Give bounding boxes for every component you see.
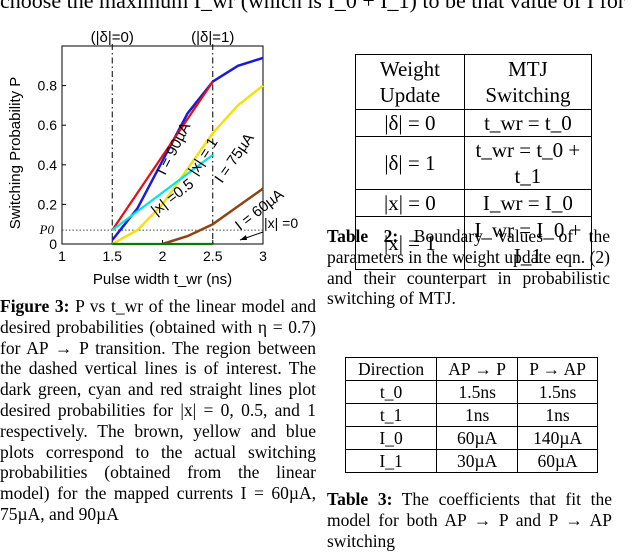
table-row: I_1 30µA 60µA [344,449,598,473]
table-cell: t_1 [344,403,438,427]
table-cell: |x| = 1 [355,216,465,270]
table-cell: I_1 [344,449,438,473]
table-cell: t_0 [344,380,438,404]
y-tick-label: 0 [49,236,57,252]
table-model-coefficients: Direction AP → P P → AP t_0 1.5ns 1.5ns … [344,357,598,473]
figure-caption-lead: Figure 3: [0,296,70,316]
p0-label: P0 [39,222,55,237]
label-i-75: I = 75µA [211,130,257,186]
y-tick-label: 0.4 [38,157,58,173]
y-tick-label: 0.6 [38,117,58,133]
table-cell: |δ| = 0 [355,109,465,137]
table-row: |δ| = 1 t_wr = t_0 + t_1 [355,136,593,190]
x-tick-label: 2.5 [203,248,223,264]
table3-header-ap-to-p: AP → P [436,357,519,381]
dashed-marker-label: (|δ|=1) [191,29,234,46]
table-cell: 1.5ns [436,380,519,404]
label-arrow-head [240,235,247,240]
table-row: t_0 1.5ns 1.5ns [344,380,598,404]
table3-header-p-to-ap: P → AP [517,357,598,381]
table-cell: t_wr = t_0 [463,109,593,137]
table3-header-direction: Direction [344,357,438,381]
series-line [111,84,264,246]
table-cell: 60µA [436,426,519,450]
table-cell: I_wr = I_0 + I_1 [463,216,593,270]
table-cell: 1ns [517,403,598,427]
series-line [162,187,264,246]
y-axis-label: Switching Probability P [7,77,24,230]
series-line [111,56,264,241]
series-line [111,80,214,231]
table-row: |x| = 1 I_wr = I_0 + I_1 [355,216,593,270]
table-cell: 1.5ns [517,380,598,404]
x-tick-label: 2 [159,248,167,264]
top-partial-text: choose the maximum I_wr (which is I_0 + … [0,0,626,13]
series-line [111,154,214,231]
x-tick-label: 1.5 [103,248,123,264]
y-tick-label: 0.8 [38,78,58,94]
x-axis-label: Pulse width t_wr (ns) [93,271,232,288]
figure-caption: Figure 3: P vs t_wr of the linear model … [0,296,316,525]
x-tick-label: 1 [58,248,66,264]
table2-caption-lead: Table 2: [327,226,399,246]
table-boundary-values: Weight Update MTJ Switching |δ| = 0 t_wr… [355,54,593,270]
table-cell: 60µA [517,449,598,473]
table-row: |δ| = 0 t_wr = t_0 [355,109,593,137]
switching-probability-chart: 1 1.5 2 2.5 3 0 0.2 0.4 0.6 0.8 Pulse width t_wr (… [7,29,298,288]
x-tick-label: 3 [259,248,267,264]
table2-caption: Table 2: Boundary values of the paramete… [327,226,610,309]
table-cell: 1ns [436,403,519,427]
table-cell: 30µA [436,449,519,473]
table2-header-weight: Weight Update [355,54,465,110]
table2-caption-text: Boundary values of the parameters in the… [327,226,610,309]
table-cell: t_wr = t_0 + t_1 [463,136,593,190]
table-row: t_1 1ns 1ns [344,403,598,427]
table-cell: 140µA [517,426,598,450]
figure-caption-text: P vs t_wr of the linear model and desire… [0,296,316,524]
table-row: |x| = 0 I_wr = I_0 [355,189,593,217]
table3-caption-text: The coefficients that fit the model for … [327,489,612,551]
table-cell: |x| = 0 [355,189,465,217]
table-cell: I_0 [344,426,438,450]
dashed-marker-label: (|δ|=0) [91,29,134,46]
table3-caption: Table 3: The coefficients that fit the m… [327,489,612,551]
table3-caption-lead: Table 3: [327,489,393,509]
table-row: I_0 60µA 140µA [344,426,598,450]
table-cell: |δ| = 1 [355,136,465,190]
y-tick-label: 0.2 [38,196,58,212]
table2-header-mtj: MTJ Switching [463,54,593,110]
label-x-0: |x| =0 [264,215,298,231]
table-cell: I_wr = I_0 [463,189,593,217]
